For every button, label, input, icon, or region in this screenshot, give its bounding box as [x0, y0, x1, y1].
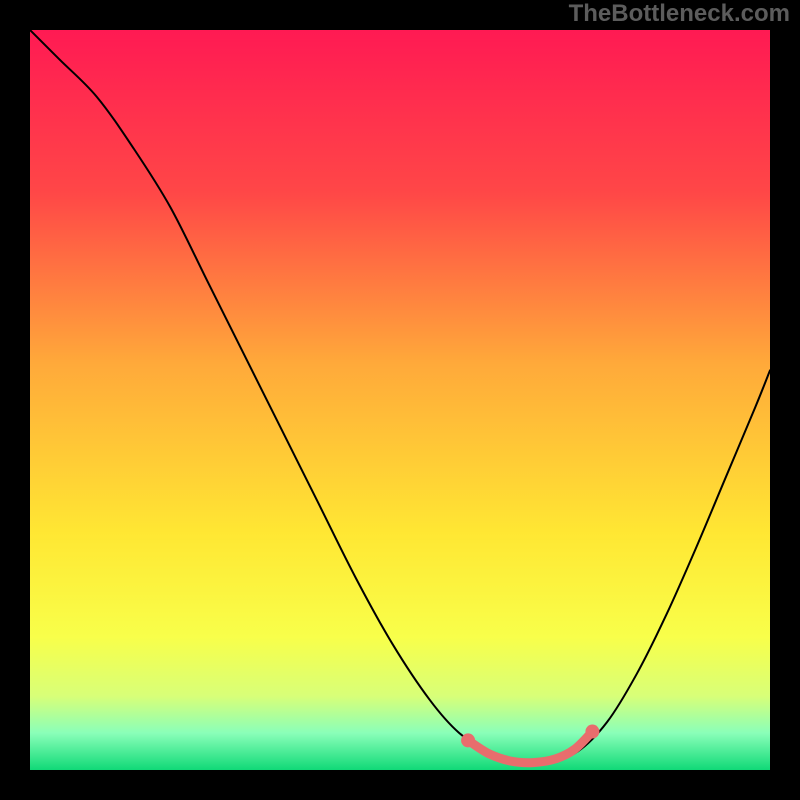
highlight-start-dot	[461, 733, 475, 747]
chart-frame: TheBottleneck.com	[0, 0, 800, 800]
bottleneck-chart	[0, 0, 800, 800]
attribution-label: TheBottleneck.com	[569, 0, 790, 28]
plot-background	[30, 30, 770, 770]
highlight-end-dot	[585, 725, 599, 739]
